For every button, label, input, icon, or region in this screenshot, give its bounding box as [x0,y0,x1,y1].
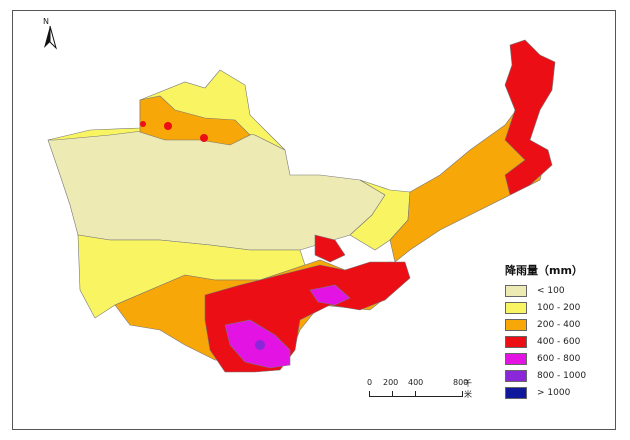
legend-swatch [505,369,527,382]
region-400-600-spot-3 [140,121,146,127]
region-600-800-east [309,284,351,306]
legend-item: 800 - 1000 [505,367,610,384]
legend-title: 降雨量（mm） [505,264,583,277]
legend: 降雨量（mm） < 100 100 - 200 200 - 400 400 - 600… [505,262,610,401]
scale-tick-200 [392,391,393,397]
legend-item: > 1000 [505,384,610,401]
scale-tick-400 [415,391,416,397]
region-100-200-east [349,179,411,251]
scale-label-200: 200 [383,378,399,387]
north-arrow-icon [44,25,57,50]
north-label: N [43,17,49,26]
scale-label-0: 0 [367,378,373,387]
legend-item: 100 - 200 [505,299,610,316]
legend-swatch [505,352,527,365]
legend-item: < 100 [505,282,610,299]
region-200-400-north [139,95,251,146]
scale-label-400: 400 [408,378,424,387]
region-400-600-northeast [504,39,556,196]
legend-label: 200 - 400 [537,319,581,330]
legend-swatch [505,301,527,314]
legend-label: > 1000 [537,387,571,398]
region-800-1000-spot [255,340,265,350]
legend-label: 800 - 1000 [537,370,587,381]
region-400-600-spot-2 [164,122,172,130]
scale-unit: 千米 [464,379,472,399]
scale-label-800: 800 [453,378,469,387]
region-lt100 [47,127,386,251]
map-frame [12,10,616,430]
legend-label: 400 - 600 [537,336,581,347]
legend-label: 600 - 800 [537,353,581,364]
region-400-600-spot-1 [200,134,208,142]
scale-line [369,391,463,397]
scale-bar: 0 200 400 800 千米 [365,378,475,400]
legend-swatch [505,386,527,399]
legend-item: 600 - 800 [505,350,610,367]
legend-label: 100 - 200 [537,302,581,313]
legend-swatch [505,318,527,331]
legend-label: < 100 [537,285,565,296]
legend-swatch [505,284,527,297]
region-400-600-central [314,234,346,263]
legend-items: < 100 100 - 200 200 - 400 400 - 600 600 - 80… [505,282,610,401]
legend-item: 200 - 400 [505,316,610,333]
legend-swatch [505,335,527,348]
region-200-400-northeast [389,104,546,263]
legend-item: 400 - 600 [505,333,610,350]
